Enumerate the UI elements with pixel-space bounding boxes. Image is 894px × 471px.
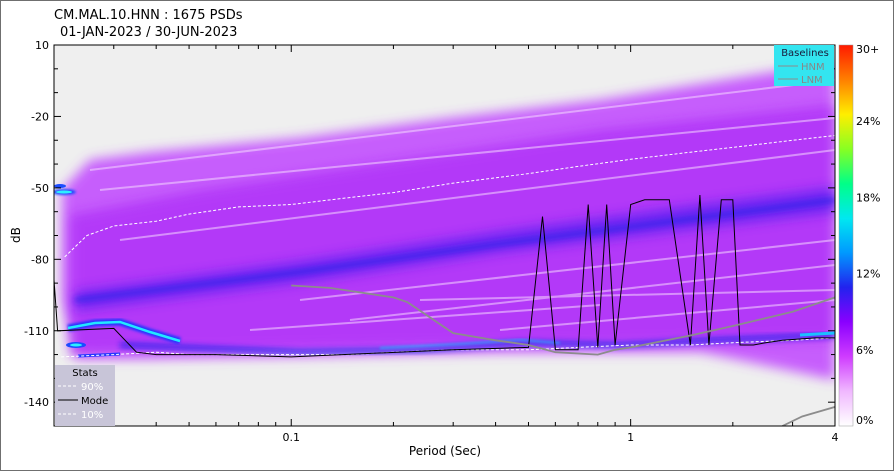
density-mid-band (70, 105, 835, 355)
y-tick-label: -140 (24, 396, 49, 409)
y-tick-label: -110 (24, 325, 49, 338)
stats-legend-90: 90% (81, 382, 103, 393)
colorbar-labels: 30+ 24% 18% 12% 6% 0% (856, 43, 880, 427)
chart-subtitle: 01-JAN-2023 / 30-JUN-2023 (60, 25, 238, 40)
y-tick-label: -80 (31, 253, 49, 266)
stats-legend-mode: Mode (81, 396, 108, 407)
x-tick-label: 1 (627, 431, 634, 444)
colorbar: 30+ 24% 18% 12% 6% 0% (838, 43, 880, 427)
stats-legend: Stats 90% Mode 10% (55, 365, 115, 426)
series-layer (54, 135, 835, 426)
colorbar-label: 18% (856, 191, 880, 204)
density-streaks (89, 79, 835, 331)
psd-density (54, 62, 835, 380)
y-tick-label: 10 (35, 39, 49, 52)
colorbar-label: 6% (856, 344, 873, 357)
chart-title: CM.MAL.10.HNN : 1675 PSDs (54, 8, 243, 23)
colorbar-label: 0% (856, 414, 873, 427)
series-lnm-line (782, 406, 835, 426)
series-mode-line (54, 194, 835, 358)
x-axis-label: Period (Sec) (409, 444, 481, 458)
stats-legend-10: 10% (81, 410, 103, 421)
ticks-layer: 0.1 1 4 10 -20 -50 -80 -110 -140 (24, 39, 838, 444)
colorbar-label: 12% (856, 268, 880, 281)
colorbar-gradient (839, 45, 853, 426)
y-tick-label: -20 (31, 110, 49, 123)
density-hotspots (54, 184, 835, 358)
density-floor-highlight (379, 338, 561, 349)
baselines-legend-lnm: LNM (801, 75, 823, 86)
series-hnm-line (291, 284, 835, 356)
y-tick-label: -50 (31, 182, 49, 195)
y-axis-label: dB (9, 227, 23, 243)
colorbar-label: 24% (856, 115, 880, 128)
stats-legend-title: Stats (72, 368, 98, 379)
colorbar-label: 30+ (856, 43, 879, 56)
stats-legend-box (55, 365, 115, 426)
baselines-legend: Baselines HNM LNM (774, 45, 834, 86)
density-core-ridge (74, 198, 835, 302)
x-tick-label: 0.1 (282, 431, 300, 444)
colorbar-border (838, 44, 854, 427)
series-90-line (64, 135, 835, 258)
baselines-legend-hnm: HNM (801, 62, 825, 73)
baselines-legend-title: Baselines (781, 48, 829, 59)
x-tick-label: 4 (832, 431, 839, 444)
